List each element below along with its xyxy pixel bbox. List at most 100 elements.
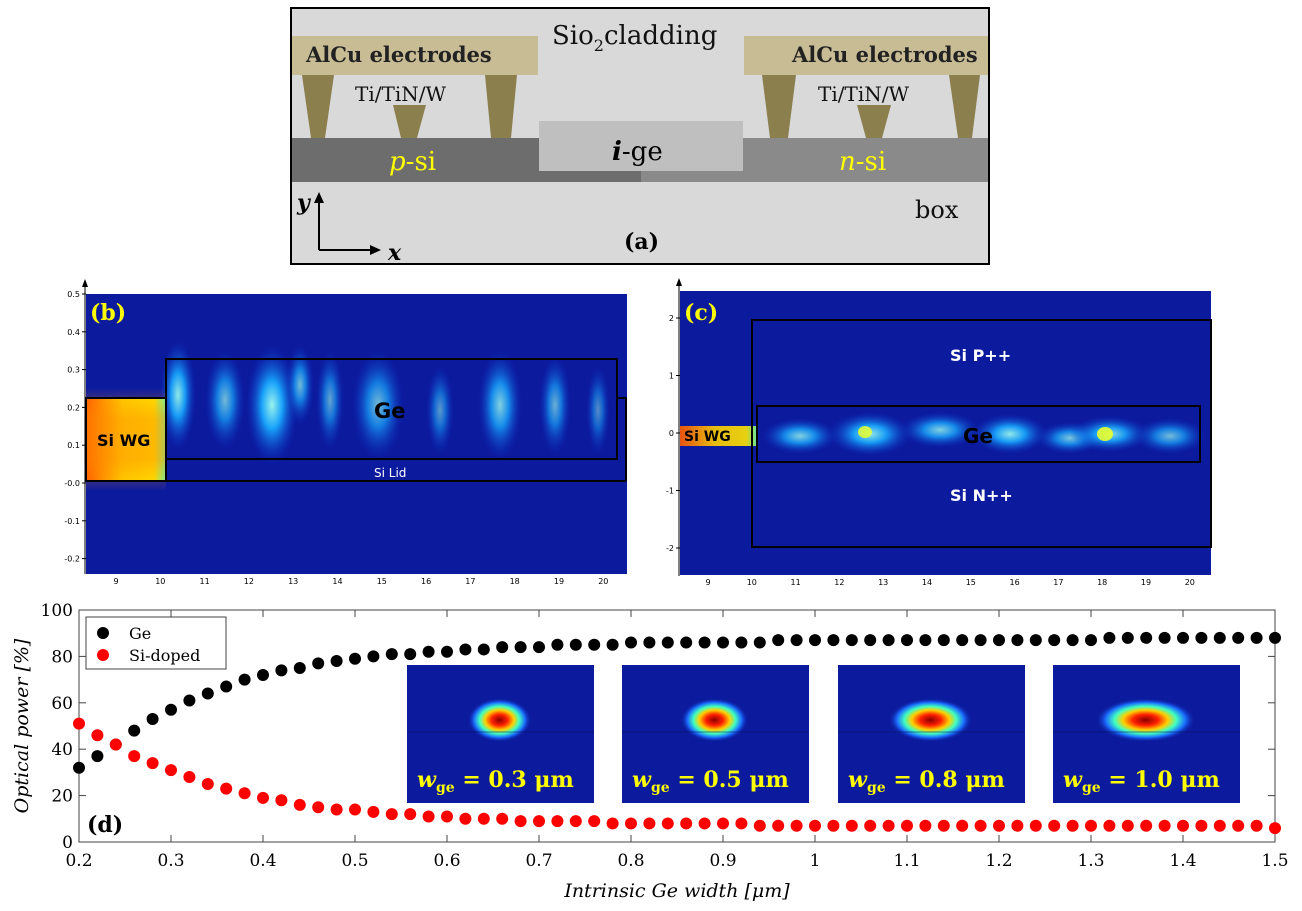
via-left-1 — [302, 75, 334, 138]
chart-point — [625, 636, 637, 649]
chart-point — [109, 738, 122, 751]
chart-point — [1158, 819, 1171, 832]
chart-point — [864, 634, 877, 647]
chart-x-tick-label: 1 — [810, 851, 821, 871]
chart-legend: Ge Si-doped — [85, 616, 227, 670]
chart-point — [146, 713, 159, 726]
chart-point — [1121, 819, 1134, 832]
chart-series — [73, 631, 1281, 835]
panel-b-y-tick-label: -0.2 — [64, 555, 80, 564]
panel-b-x-tick-label: 10 — [155, 577, 165, 586]
chart-point — [974, 819, 987, 832]
inset-mode-profile — [1095, 698, 1196, 742]
chart-point — [349, 652, 361, 665]
inset-mode-profile — [680, 698, 749, 742]
panel-b-y-tick-label: -0.0 — [64, 479, 80, 488]
chart-point — [772, 634, 785, 647]
chart-point — [514, 815, 527, 828]
chart-point — [1140, 819, 1153, 832]
chart-point — [128, 724, 141, 737]
chart-x-tick-label: 0.2 — [65, 851, 92, 871]
chart-point — [569, 638, 582, 651]
axis-x-arrowhead — [370, 245, 381, 255]
chart-point — [661, 636, 674, 649]
chart-point — [293, 798, 306, 811]
chart-point — [533, 641, 545, 654]
chart-point — [1158, 631, 1171, 644]
via-right-2 — [857, 105, 891, 138]
chart-point — [588, 815, 601, 828]
panel-c-y-tick-label: 0 — [669, 429, 674, 438]
chart-point — [698, 817, 711, 830]
mode-inset-3: wge = 0.8 μm — [838, 665, 1025, 803]
chart-point — [845, 634, 858, 647]
chart-point — [735, 817, 748, 830]
chart-y-tick-label: 80 — [51, 647, 73, 667]
legend-label-ge: Ge — [129, 624, 151, 643]
chart-point — [1103, 631, 1116, 644]
ge-region — [539, 121, 743, 171]
via-left-2 — [393, 105, 426, 138]
chart-point — [790, 634, 803, 647]
chart-point — [717, 636, 729, 649]
chart-point — [1195, 631, 1208, 644]
panel-b-ge-label: Ge — [374, 399, 405, 423]
chart-point — [882, 634, 895, 647]
chart-point — [735, 636, 748, 649]
chart-point — [146, 757, 159, 770]
panel-c-x-tick-label: 16 — [1010, 578, 1020, 587]
panel-b-end-box — [617, 397, 627, 481]
chart-point — [1177, 819, 1189, 832]
panel-b-y-tick-label: 0.1 — [67, 441, 80, 450]
chart-point — [533, 815, 545, 828]
chart-point — [367, 650, 380, 663]
panel-c-x-tick-label: 20 — [1185, 578, 1195, 587]
via-left-label: Ti/TiN/W — [355, 82, 446, 106]
panel-d: 0 20 40 60 80 100 0.2 0.3 0.4 0.5 0.6 0.7 0.8 0.9 1 1.… — [11, 601, 1289, 902]
panel-b-x-tick-label: 12 — [244, 577, 254, 586]
chart-point — [809, 819, 821, 832]
panel-b-y-tick-label: 0.3 — [67, 366, 80, 375]
panel-b-wg-label: Si WG — [97, 431, 150, 450]
chart-point — [588, 638, 601, 651]
chart-x-tick-label: 0.5 — [341, 851, 368, 871]
electrode-left-label: AlCu electrodes — [305, 42, 492, 67]
chart-point — [312, 801, 325, 814]
mode-inset-1: wge = 0.3 μm — [407, 665, 594, 803]
chart-point — [1177, 631, 1189, 644]
chart-x-tick-label: 1.3 — [1077, 851, 1104, 871]
panel-b: Si WG Ge Si Lid (b) 0.5 0.4 0.3 0.2 0.1 -0.0 -… — [64, 279, 627, 586]
panel-b-lid-label: Si Lid — [374, 466, 406, 480]
chart-point — [183, 694, 196, 707]
chart-point — [201, 687, 214, 700]
chart-y-tick-label: 0 — [62, 833, 73, 853]
cladding-label: Sio2cladding — [552, 21, 717, 55]
panel-c-x-tick-label: 9 — [705, 578, 710, 587]
panel-b-x-tick-label: 16 — [421, 577, 431, 586]
inset-width-label: wge = 0.5 μm — [632, 767, 789, 796]
via-right-label: Ti/TiN/W — [818, 82, 909, 106]
chart-series-si-doped — [73, 717, 1281, 835]
panel-c-y-tick-label: -1 — [666, 487, 674, 496]
chart-x-tick-label: 1.2 — [985, 851, 1012, 871]
chart-point — [312, 657, 325, 670]
chart-point — [1085, 634, 1097, 647]
panel-c-x-tick-label: 14 — [922, 578, 932, 587]
chart-point — [864, 819, 877, 832]
chart-point — [1250, 819, 1263, 832]
chart-point — [901, 819, 913, 832]
chart-point — [1250, 631, 1263, 644]
chart-point — [257, 668, 269, 681]
panel-c-y-tick-label: 2 — [669, 314, 674, 323]
inset-width-label: wge = 0.8 μm — [848, 767, 1005, 796]
axis-y-letter: y — [296, 190, 312, 216]
chart-point — [165, 703, 177, 716]
panel-b-x-tick-label: 19 — [554, 577, 564, 586]
panel-c-wg-label: Si WG — [684, 429, 731, 445]
chart-x-tick-label: 1.5 — [1261, 851, 1288, 871]
chart-point — [220, 680, 233, 693]
chart-point — [790, 819, 803, 832]
chart-x-ticks: 0.2 0.3 0.4 0.5 0.6 0.7 0.8 0.9 1 1.1 1.2 1.3 1.4 1.5 — [65, 610, 1289, 871]
chart-point — [1213, 631, 1226, 644]
chart-point — [1066, 634, 1079, 647]
